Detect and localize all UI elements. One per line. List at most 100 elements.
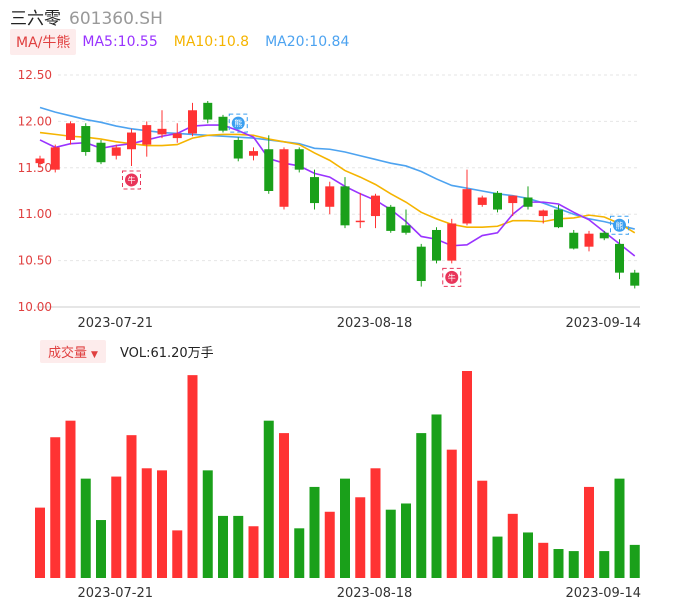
candle-body	[127, 132, 136, 150]
x-tick-label: 2023-09-14	[565, 316, 641, 331]
candle	[188, 102, 197, 137]
price-grid	[36, 74, 640, 308]
candle-body	[371, 195, 380, 217]
candle-body	[249, 151, 258, 156]
volume-bar	[462, 371, 472, 578]
signal-glyph: 熊	[234, 118, 242, 128]
candlestick-series	[35, 100, 640, 289]
y-tick-label: 10.50	[18, 254, 52, 268]
candle-body	[599, 232, 609, 239]
volume-bar	[431, 414, 442, 578]
signal-frame	[122, 170, 141, 190]
volume-bar	[126, 435, 137, 578]
volume-bar	[50, 437, 61, 578]
candle	[127, 128, 136, 166]
candle	[432, 227, 441, 264]
candle-body	[111, 147, 121, 156]
candle-body	[554, 209, 563, 228]
candle-body	[157, 128, 167, 135]
volume-bar	[263, 420, 274, 578]
candle-body	[264, 149, 274, 191]
ma20-line	[39, 106, 635, 230]
volume-x-axis: 2023-07-21 2023-08-18 2023-09-14	[77, 586, 641, 601]
candle	[630, 269, 640, 289]
candle-body	[432, 229, 441, 261]
candle-body	[493, 192, 502, 210]
ma5-line	[39, 124, 636, 257]
candle	[279, 147, 289, 210]
candle-body	[416, 246, 426, 282]
volume-bar	[309, 486, 320, 578]
candle-body	[477, 197, 487, 205]
candle	[462, 169, 472, 226]
volume-bar	[538, 542, 549, 578]
x-tick-label: 2023-07-21	[77, 316, 153, 331]
volume-bar	[279, 433, 289, 578]
candle-body	[401, 225, 411, 233]
volume-x-tick-label: 2023-08-18	[337, 586, 413, 601]
volume-bar	[157, 470, 167, 578]
volume-bar	[233, 515, 244, 578]
stock-header: 三六零 601360.SH	[10, 4, 163, 29]
candle-body	[50, 147, 60, 170]
candle-body	[81, 126, 91, 153]
candle	[554, 204, 563, 229]
volume-bar	[35, 507, 45, 578]
moving-average-lines	[39, 106, 636, 257]
signal-dot	[125, 173, 138, 187]
volume-bar	[141, 468, 152, 578]
candle	[493, 191, 502, 213]
volume-x-tick-label: 2023-07-21	[77, 586, 153, 601]
volume-bar	[568, 551, 579, 578]
candle-body	[172, 133, 182, 139]
candle	[66, 121, 75, 145]
candle	[340, 177, 350, 229]
candle-body	[66, 123, 75, 140]
price-x-axis: 2023-07-21 2023-08-18 2023-09-14	[77, 316, 641, 331]
candle	[386, 204, 396, 233]
candle-body	[508, 195, 518, 204]
candle	[401, 209, 411, 235]
signal-frame	[442, 267, 462, 287]
volume-bar	[614, 478, 625, 578]
ma10-line	[39, 131, 636, 234]
volume-label: 成交量	[48, 345, 88, 361]
candle	[371, 193, 380, 229]
x-tick-label: 2023-08-18	[337, 316, 413, 331]
volume-bar	[218, 515, 228, 578]
candle	[81, 123, 91, 156]
signal-dot	[613, 218, 626, 232]
volume-bar	[324, 511, 335, 578]
candle-body	[35, 158, 45, 164]
volume-indicator-selector[interactable]: 成交量 ▼	[40, 339, 106, 363]
candle	[233, 137, 243, 162]
volume-bar	[370, 468, 381, 578]
signal-frame	[610, 215, 629, 235]
volume-bar	[584, 486, 594, 578]
candle	[203, 100, 213, 124]
y-tick-label: 12.00	[18, 114, 52, 128]
candle	[416, 243, 426, 287]
candle	[50, 144, 60, 173]
volume-bar	[248, 526, 259, 578]
volume-bar	[523, 532, 533, 578]
candle	[142, 121, 152, 157]
candle-body	[294, 149, 304, 170]
candle	[447, 218, 457, 264]
volume-bar	[96, 520, 106, 578]
candle-body	[630, 272, 640, 286]
volume-bar	[629, 544, 640, 578]
ma5-legend: MA5:10.55	[82, 34, 158, 50]
y-tick-label: 11.50	[18, 161, 52, 175]
candle	[325, 181, 335, 215]
candle	[172, 123, 182, 143]
volume-bar	[492, 536, 503, 578]
signal-glyph: 熊	[616, 220, 624, 230]
y-tick-label: 11.00	[18, 207, 52, 221]
volume-bar	[446, 449, 457, 578]
candle-body	[325, 186, 335, 207]
bull-signal-icon: 牛	[442, 267, 462, 287]
volume-bar	[202, 470, 213, 578]
indicator-selector[interactable]: MA/牛熊	[10, 29, 77, 55]
